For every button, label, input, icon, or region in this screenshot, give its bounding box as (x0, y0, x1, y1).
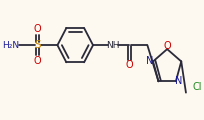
Text: Cl: Cl (192, 82, 201, 92)
Text: N: N (146, 56, 153, 66)
Text: NH: NH (105, 41, 119, 50)
Text: H₂N: H₂N (2, 41, 19, 50)
Text: S: S (34, 40, 41, 50)
Text: N: N (174, 76, 182, 86)
Text: O: O (34, 24, 41, 34)
Text: O: O (125, 60, 133, 70)
Text: O: O (34, 56, 41, 66)
Text: O: O (163, 41, 170, 51)
